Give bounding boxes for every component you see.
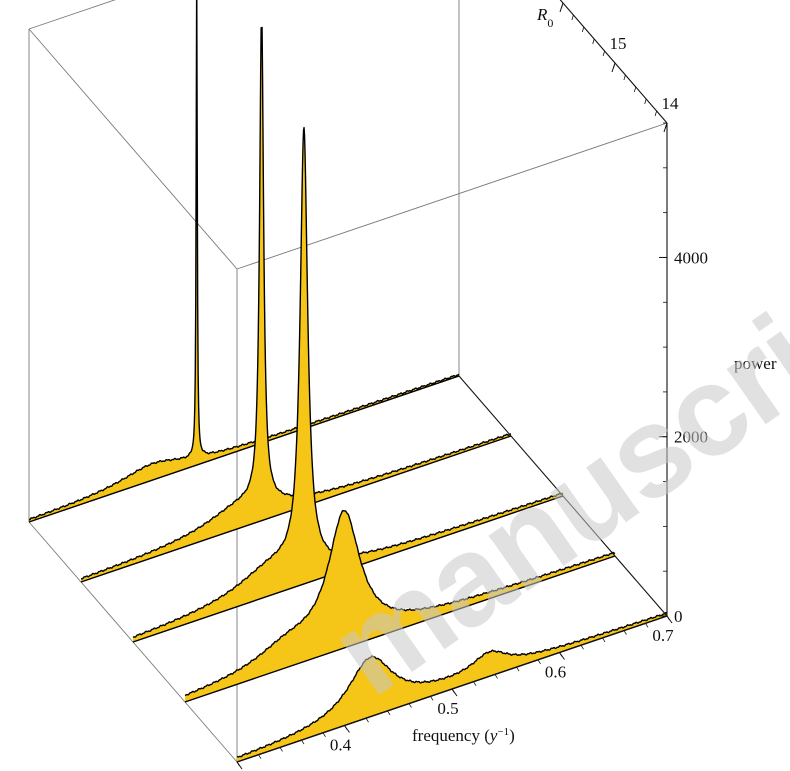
spectrum-fill <box>185 510 615 702</box>
x-minor-tick <box>645 623 649 628</box>
x-minor-tick <box>602 637 606 643</box>
x-minor-tick <box>365 717 369 723</box>
depth-minor-tick <box>561 2 564 9</box>
spectrum-r0-15 <box>184 509 616 703</box>
x-minor-tick <box>387 710 391 716</box>
depth-tick-label: 15 <box>610 34 627 53</box>
x-minor-tick <box>236 761 240 767</box>
box-edge <box>236 122 668 270</box>
z-tick-label: 4000 <box>674 248 708 267</box>
x-minor-tick <box>322 732 326 738</box>
depth-minor-tick <box>644 98 647 105</box>
x-minor-tick <box>408 703 412 708</box>
spectrum-baseline <box>184 555 616 703</box>
depth-minor-tick <box>623 74 626 81</box>
x-tick-label: 0.6 <box>545 663 566 682</box>
z-tick-label: 2000 <box>674 428 708 447</box>
tick-labels: 0.30.40.50.60.71415161718020004000 <box>330 34 708 755</box>
depth-minor-tick <box>633 86 637 93</box>
x-minor-tick <box>301 739 305 745</box>
depth-axis-label: R0 <box>536 5 553 30</box>
x-tick-label: 0.7 <box>652 626 674 645</box>
spectrum-baseline <box>28 375 460 523</box>
depth-minor-tick <box>581 26 585 33</box>
depth-minor-tick <box>654 110 657 117</box>
x-minor-tick <box>473 681 477 686</box>
box-edge-front <box>559 0 668 124</box>
z-axis-label: power <box>734 354 777 373</box>
spectrum-r0-18 <box>28 0 460 523</box>
x-minor-tick <box>451 688 455 694</box>
z-tick-label: 0 <box>674 607 683 626</box>
spectrum-line <box>28 0 460 521</box>
x-minor-tick <box>344 725 348 730</box>
x-minor-tick <box>666 615 670 621</box>
spectrum-fill <box>29 0 459 522</box>
x-axis-label: frequency (y−1) <box>412 726 515 745</box>
x-minor-tick <box>580 644 584 650</box>
x-minor-tick <box>537 659 541 665</box>
depth-minor-tick <box>613 62 616 69</box>
box-edge <box>28 0 116 30</box>
x-minor-tick <box>258 754 262 759</box>
x-minor-tick <box>559 652 563 657</box>
depth-minor-tick <box>602 50 605 57</box>
box-edge <box>28 28 238 270</box>
box-edge-front <box>458 375 668 617</box>
depth-minor-tick <box>592 38 595 45</box>
x-minor-tick <box>430 696 434 701</box>
depth-tick-label: 14 <box>662 94 680 113</box>
depth-minor-tick <box>665 122 668 129</box>
x-minor-tick <box>279 747 283 752</box>
spectrum-fill <box>237 612 667 762</box>
spectrum-line <box>236 611 668 758</box>
x-tick-label: 0.4 <box>330 736 352 755</box>
manuscript-watermark: manuscript <box>306 221 790 723</box>
x-minor-tick <box>494 674 498 679</box>
x-tick-label: 0.5 <box>437 699 458 718</box>
x-minor-tick <box>516 666 520 672</box>
axis-ticks <box>236 2 673 770</box>
x-minor-tick <box>623 630 627 635</box>
depth-minor-tick <box>571 14 574 21</box>
spectrum-line <box>184 509 616 696</box>
